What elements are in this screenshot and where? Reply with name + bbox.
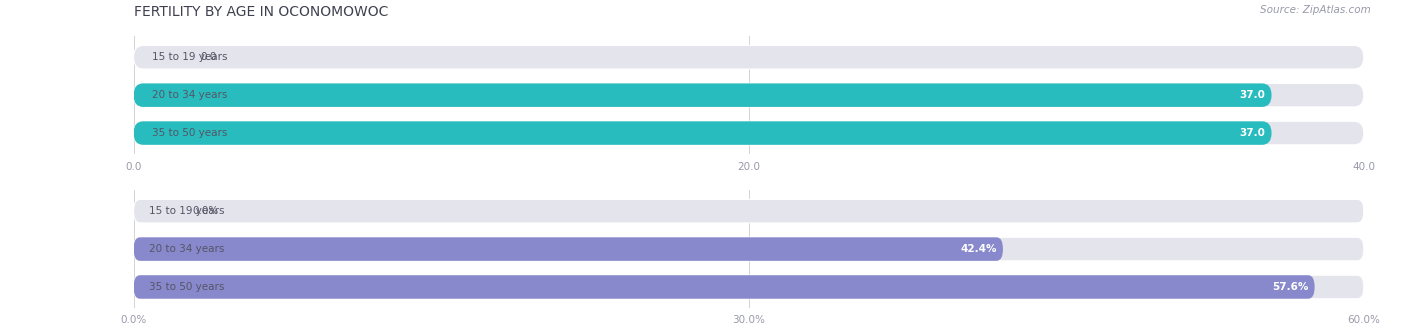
FancyBboxPatch shape bbox=[134, 121, 1271, 145]
Text: 37.0: 37.0 bbox=[1240, 90, 1265, 100]
Text: 35 to 50 years: 35 to 50 years bbox=[149, 282, 224, 292]
Text: 20 to 34 years: 20 to 34 years bbox=[149, 244, 224, 254]
Text: 0.0: 0.0 bbox=[201, 52, 217, 62]
FancyBboxPatch shape bbox=[134, 199, 1364, 223]
FancyBboxPatch shape bbox=[134, 121, 1364, 145]
Text: 15 to 19 years: 15 to 19 years bbox=[149, 206, 224, 216]
FancyBboxPatch shape bbox=[134, 275, 1315, 299]
FancyBboxPatch shape bbox=[134, 275, 1364, 299]
Text: Source: ZipAtlas.com: Source: ZipAtlas.com bbox=[1260, 5, 1371, 15]
FancyBboxPatch shape bbox=[134, 45, 1364, 69]
FancyBboxPatch shape bbox=[134, 83, 1364, 107]
Text: 57.6%: 57.6% bbox=[1272, 282, 1309, 292]
Text: 37.0: 37.0 bbox=[1240, 128, 1265, 138]
Text: 42.4%: 42.4% bbox=[960, 244, 997, 254]
Text: 20 to 34 years: 20 to 34 years bbox=[152, 90, 228, 100]
FancyBboxPatch shape bbox=[134, 237, 1364, 261]
Text: 35 to 50 years: 35 to 50 years bbox=[152, 128, 228, 138]
Text: FERTILITY BY AGE IN OCONOMOWOC: FERTILITY BY AGE IN OCONOMOWOC bbox=[134, 5, 388, 19]
Text: 0.0%: 0.0% bbox=[193, 206, 219, 216]
FancyBboxPatch shape bbox=[134, 237, 1002, 261]
Text: 15 to 19 years: 15 to 19 years bbox=[152, 52, 228, 62]
FancyBboxPatch shape bbox=[134, 83, 1271, 107]
